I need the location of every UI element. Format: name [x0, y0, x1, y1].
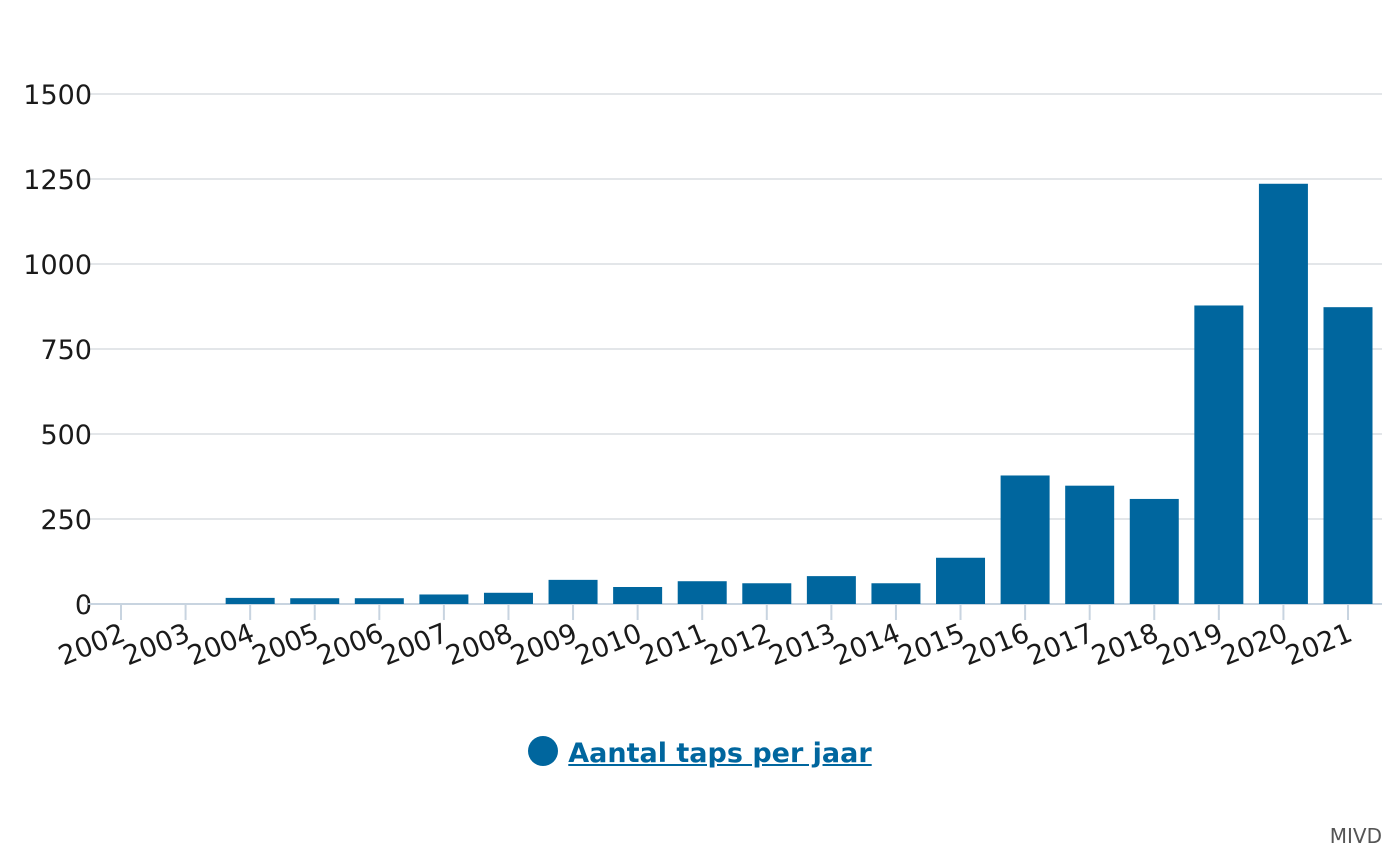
x-tick-label: 2010 [571, 618, 646, 672]
bar [1065, 485, 1115, 604]
x-tick-label: 2009 [506, 618, 581, 672]
bar [1129, 498, 1179, 604]
legend: Aantal taps per jaar [0, 735, 1400, 769]
bar [419, 594, 469, 604]
x-tick-label: 2004 [183, 618, 258, 672]
x-tick-label: 2021 [1281, 618, 1356, 672]
bar [290, 598, 340, 604]
bar [548, 579, 598, 604]
x-tick-label: 2019 [1152, 618, 1227, 672]
y-tick-label: 500 [40, 420, 92, 451]
legend-marker [528, 735, 559, 766]
legend-item-label[interactable]: Aantal taps per jaar [568, 738, 872, 769]
x-tick-label: 2003 [119, 618, 194, 672]
x-tick-label: 2016 [958, 618, 1033, 672]
x-tick-label: 2012 [700, 618, 775, 672]
bar [806, 576, 856, 604]
bar [1323, 307, 1373, 604]
bar [354, 598, 404, 604]
x-tick-label: 2011 [636, 618, 711, 672]
y-tick-label: 750 [40, 335, 92, 366]
bar [871, 583, 921, 604]
bar [483, 592, 533, 604]
source-credit: MIVD [1329, 824, 1382, 848]
x-tick-label: 2005 [248, 618, 323, 672]
y-tick-label: 250 [40, 505, 92, 536]
bar-chart: 0250500750100012501500200220032004200520… [23, 80, 1382, 672]
x-tick-label: 2013 [765, 618, 840, 672]
bar [936, 557, 986, 604]
bar [742, 583, 792, 604]
y-tick-label: 1000 [23, 250, 92, 281]
bar [1000, 475, 1050, 604]
x-tick-label: 2007 [377, 618, 452, 672]
x-tick-label: 2017 [1023, 618, 1098, 672]
y-tick-label: 1500 [23, 80, 92, 111]
x-tick-label: 2002 [54, 618, 129, 672]
y-tick-label: 0 [75, 590, 92, 621]
bar [1194, 305, 1244, 604]
x-tick-label: 2020 [1217, 618, 1292, 672]
y-tick-label: 1250 [23, 165, 92, 196]
bar [225, 597, 275, 604]
x-tick-label: 2018 [1088, 618, 1163, 672]
bar [613, 587, 663, 604]
bar [677, 581, 727, 604]
x-tick-label: 2006 [313, 618, 388, 672]
x-tick-label: 2008 [442, 618, 517, 672]
x-tick-label: 2015 [894, 618, 969, 672]
bar [1258, 183, 1308, 604]
x-tick-label: 2014 [829, 618, 904, 672]
